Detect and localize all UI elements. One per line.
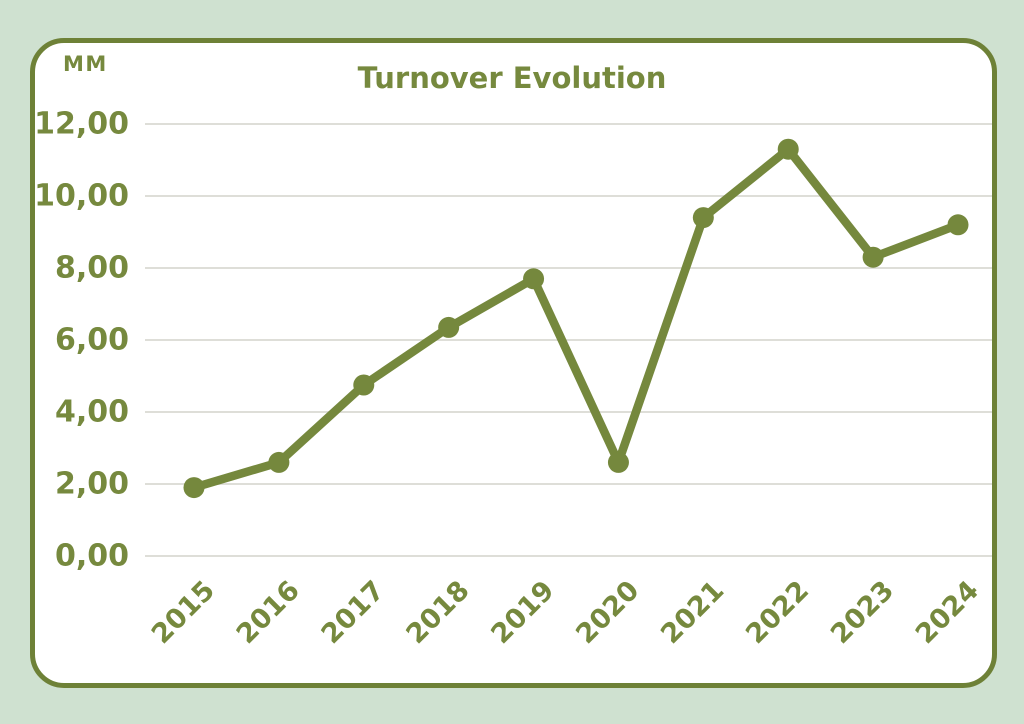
data-point-2018	[438, 316, 460, 338]
data-point-2023	[862, 246, 884, 268]
y-axis-unit-label: MM	[63, 52, 108, 76]
data-point-2024	[947, 214, 969, 236]
x-axis-tick-label: 2020	[570, 575, 645, 650]
data-point-2019	[523, 268, 545, 290]
x-axis-tick-label: 2018	[401, 575, 476, 650]
y-axis-tick-label: 8,00	[55, 251, 129, 286]
y-axis-tick-label: 6,00	[55, 323, 129, 358]
x-axis-tick-label: 2017	[316, 575, 391, 650]
x-axis-tick-label: 2016	[231, 575, 306, 650]
y-axis-tick-label: 10,00	[34, 179, 129, 214]
x-axis-tick-label: 2022	[740, 575, 815, 650]
data-point-2016	[268, 451, 290, 473]
data-point-2022	[777, 138, 799, 160]
data-point-2020	[607, 451, 629, 473]
y-axis-tick-label: 12,00	[34, 107, 129, 142]
x-axis-tick-label: 2015	[146, 575, 221, 650]
data-point-2021	[692, 207, 714, 229]
y-axis-tick-label: 2,00	[55, 467, 129, 502]
y-axis-tick-label: 4,00	[55, 395, 129, 430]
x-axis-tick-label: 2024	[910, 575, 985, 650]
x-axis-tick-label: 2021	[655, 575, 730, 650]
chart-card	[30, 38, 997, 688]
data-point-2017	[353, 374, 375, 396]
data-point-2015	[183, 477, 205, 499]
series-line	[189, 144, 963, 492]
chart-title: Turnover Evolution	[357, 61, 667, 95]
x-axis-tick-label: 2023	[825, 575, 900, 650]
x-axis-tick-label: 2019	[485, 575, 560, 650]
y-axis-tick-label: 0,00	[55, 539, 129, 574]
